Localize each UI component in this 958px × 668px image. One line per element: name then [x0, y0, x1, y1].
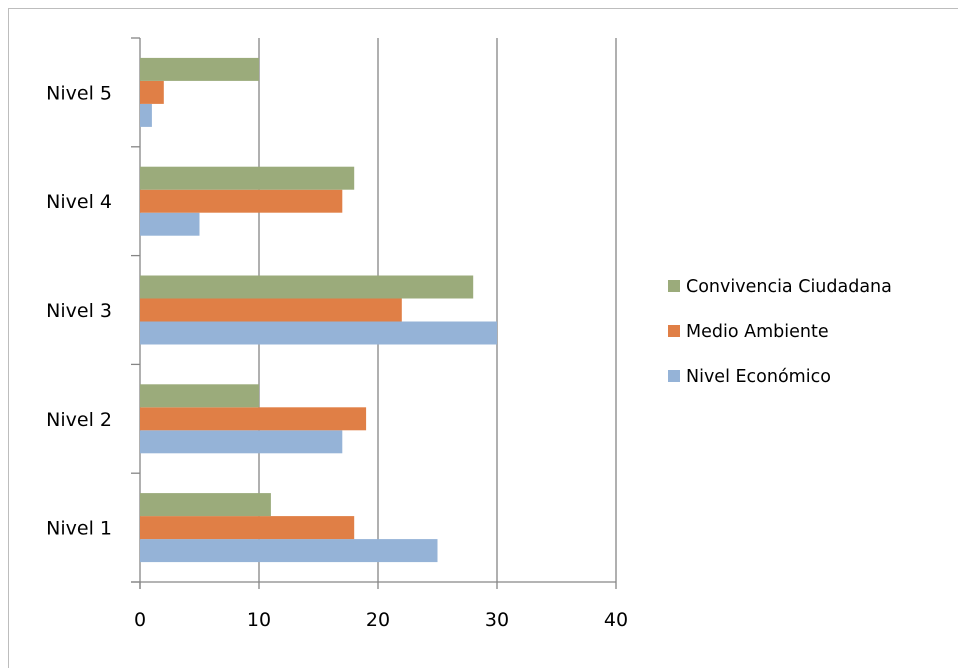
- bar: [140, 103, 152, 127]
- category-label: Nivel 3: [46, 300, 112, 322]
- legend-label: Nivel Económico: [686, 367, 831, 387]
- legend: Convivencia Ciudadana Medio Ambiente Nivel…: [668, 277, 892, 387]
- legend-label: Convivencia Ciudadana: [686, 277, 892, 297]
- x-tick-label: 40: [604, 609, 628, 631]
- legend-swatch: [668, 325, 680, 337]
- legend-swatch: [668, 370, 680, 382]
- category-label: Nivel 2: [46, 409, 112, 431]
- bar: [140, 166, 355, 190]
- category-label: Nivel 1: [46, 518, 112, 540]
- x-tick-label: 30: [485, 609, 509, 631]
- x-tick-label: 0: [134, 609, 146, 631]
- legend-label: Medio Ambiente: [686, 322, 829, 342]
- category-label: Nivel 5: [46, 82, 112, 104]
- category-label: Nivel 4: [46, 191, 112, 213]
- legend-item: Medio Ambiente: [668, 322, 829, 342]
- bar: [140, 275, 474, 299]
- bar: [140, 430, 343, 454]
- x-tick-label: 10: [247, 609, 271, 631]
- bar: [140, 384, 259, 408]
- bar: [140, 80, 164, 104]
- bar: [140, 212, 200, 236]
- bar: [140, 57, 259, 81]
- bar: [140, 321, 497, 345]
- chart-frame: [8, 8, 958, 668]
- legend-item: Nivel Económico: [668, 367, 831, 387]
- legend-swatch: [668, 280, 680, 292]
- bar: [140, 189, 343, 213]
- legend-item: Convivencia Ciudadana: [668, 277, 892, 297]
- bar: [140, 539, 438, 563]
- bar: [140, 516, 355, 540]
- bars: [140, 57, 497, 563]
- bar: [140, 493, 271, 517]
- bar: [140, 298, 402, 322]
- x-tick-labels: 0 10 20 30 40: [134, 609, 628, 631]
- x-tick-label: 20: [366, 609, 390, 631]
- bar: [140, 407, 367, 431]
- category-labels: Nivel 1 Nivel 2 Nivel 3 Nivel 4 Nivel 5: [46, 82, 112, 539]
